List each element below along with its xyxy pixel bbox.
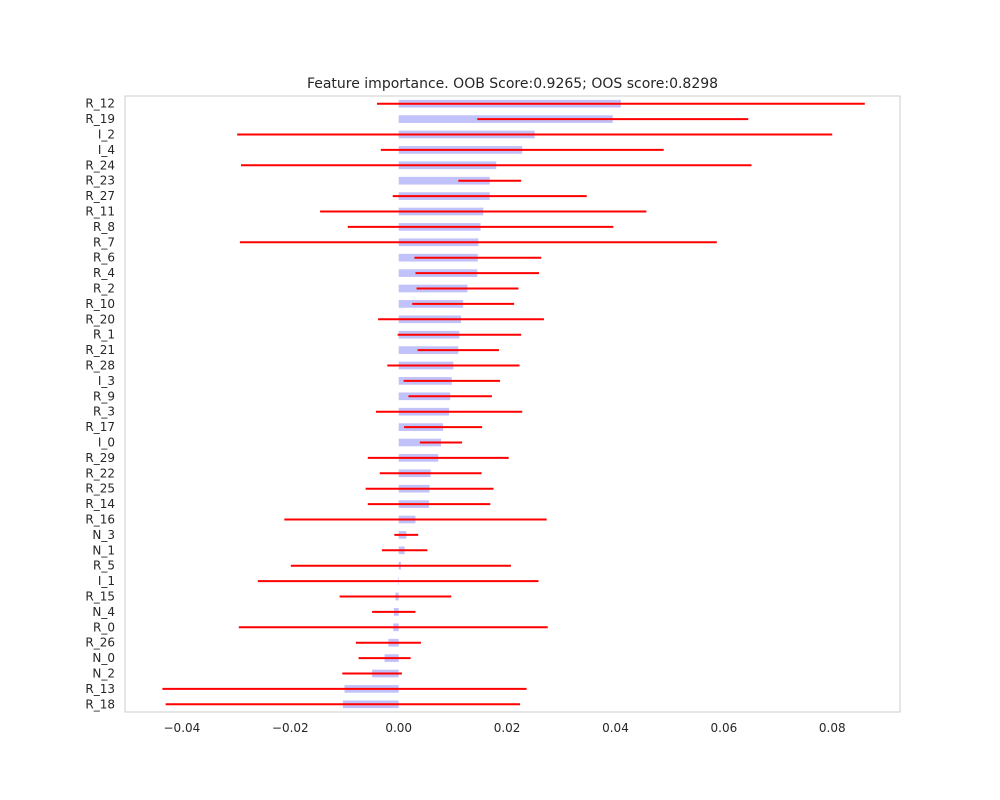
y-tick-label: R_15 — [85, 590, 115, 604]
x-tick-label: −0.04 — [164, 721, 201, 735]
y-tick-label: R_25 — [85, 482, 115, 496]
y-tick-label: N_3 — [92, 528, 115, 542]
bars-layer — [342, 99, 621, 709]
x-tick-label: 0.00 — [385, 721, 412, 735]
y-tick-label: N_4 — [92, 605, 115, 619]
y-tick-label: R_8 — [93, 220, 115, 234]
y-tick-label: R_16 — [85, 513, 115, 527]
y-tick-label: R_7 — [93, 235, 115, 249]
x-tick-label: 0.06 — [711, 721, 738, 735]
y-tick-label: R_21 — [85, 343, 115, 357]
y-tick-label: R_17 — [85, 420, 115, 434]
y-tick-label: R_29 — [85, 451, 115, 465]
x-tick-labels: −0.04 −0.02 0.00 0.02 0.04 0.06 0.08 — [164, 721, 846, 735]
chart-title: Feature importance. OOB Score:0.9265; OO… — [307, 76, 718, 92]
y-tick-label: R_1 — [93, 328, 115, 342]
x-tick-label: 0.08 — [819, 721, 846, 735]
x-tick-label: −0.02 — [272, 721, 309, 735]
error-bars-layer — [162, 102, 865, 706]
y-tick-label: R_24 — [85, 158, 115, 172]
y-tick-label: R_14 — [85, 497, 115, 511]
y-tick-label: R_6 — [93, 251, 115, 265]
y-tick-label: R_18 — [85, 697, 115, 711]
y-tick-label: I_1 — [98, 574, 115, 588]
y-tick-label: I_3 — [98, 374, 115, 388]
y-tick-label: R_20 — [85, 312, 115, 326]
y-tick-label: R_3 — [93, 405, 115, 419]
y-tick-label: R_26 — [85, 636, 115, 650]
y-tick-label: R_27 — [85, 189, 115, 203]
y-tick-label: R_9 — [93, 389, 115, 403]
y-tick-label: N_0 — [92, 651, 115, 665]
y-tick-label: R_19 — [85, 112, 115, 126]
y-tick-label: R_2 — [93, 282, 115, 296]
bar-r-23 — [398, 176, 490, 185]
y-tick-label: R_13 — [85, 682, 115, 696]
y-tick-label: I_2 — [98, 128, 115, 142]
y-tick-labels: R_12R_19I_2I_4R_24R_23R_27R_11R_8R_7R_6R… — [85, 97, 115, 712]
y-tick-label: I_4 — [98, 143, 115, 157]
x-tick-label: 0.04 — [602, 721, 629, 735]
y-tick-label: R_0 — [93, 620, 115, 634]
y-tick-label: I_0 — [98, 436, 115, 450]
y-tick-label: R_22 — [85, 466, 115, 480]
y-tick-label: R_28 — [85, 359, 115, 373]
y-tick-label: R_10 — [85, 297, 115, 311]
y-tick-label: N_2 — [92, 667, 115, 681]
y-tick-label: N_1 — [92, 543, 115, 557]
x-tick-label: 0.02 — [494, 721, 521, 735]
y-tick-label: R_5 — [93, 559, 115, 573]
y-tick-label: R_23 — [85, 174, 115, 188]
y-tick-label: R_11 — [85, 205, 115, 219]
plot-frame — [124, 95, 901, 713]
y-tick-label: R_12 — [85, 97, 115, 111]
y-tick-label: R_4 — [93, 266, 115, 280]
